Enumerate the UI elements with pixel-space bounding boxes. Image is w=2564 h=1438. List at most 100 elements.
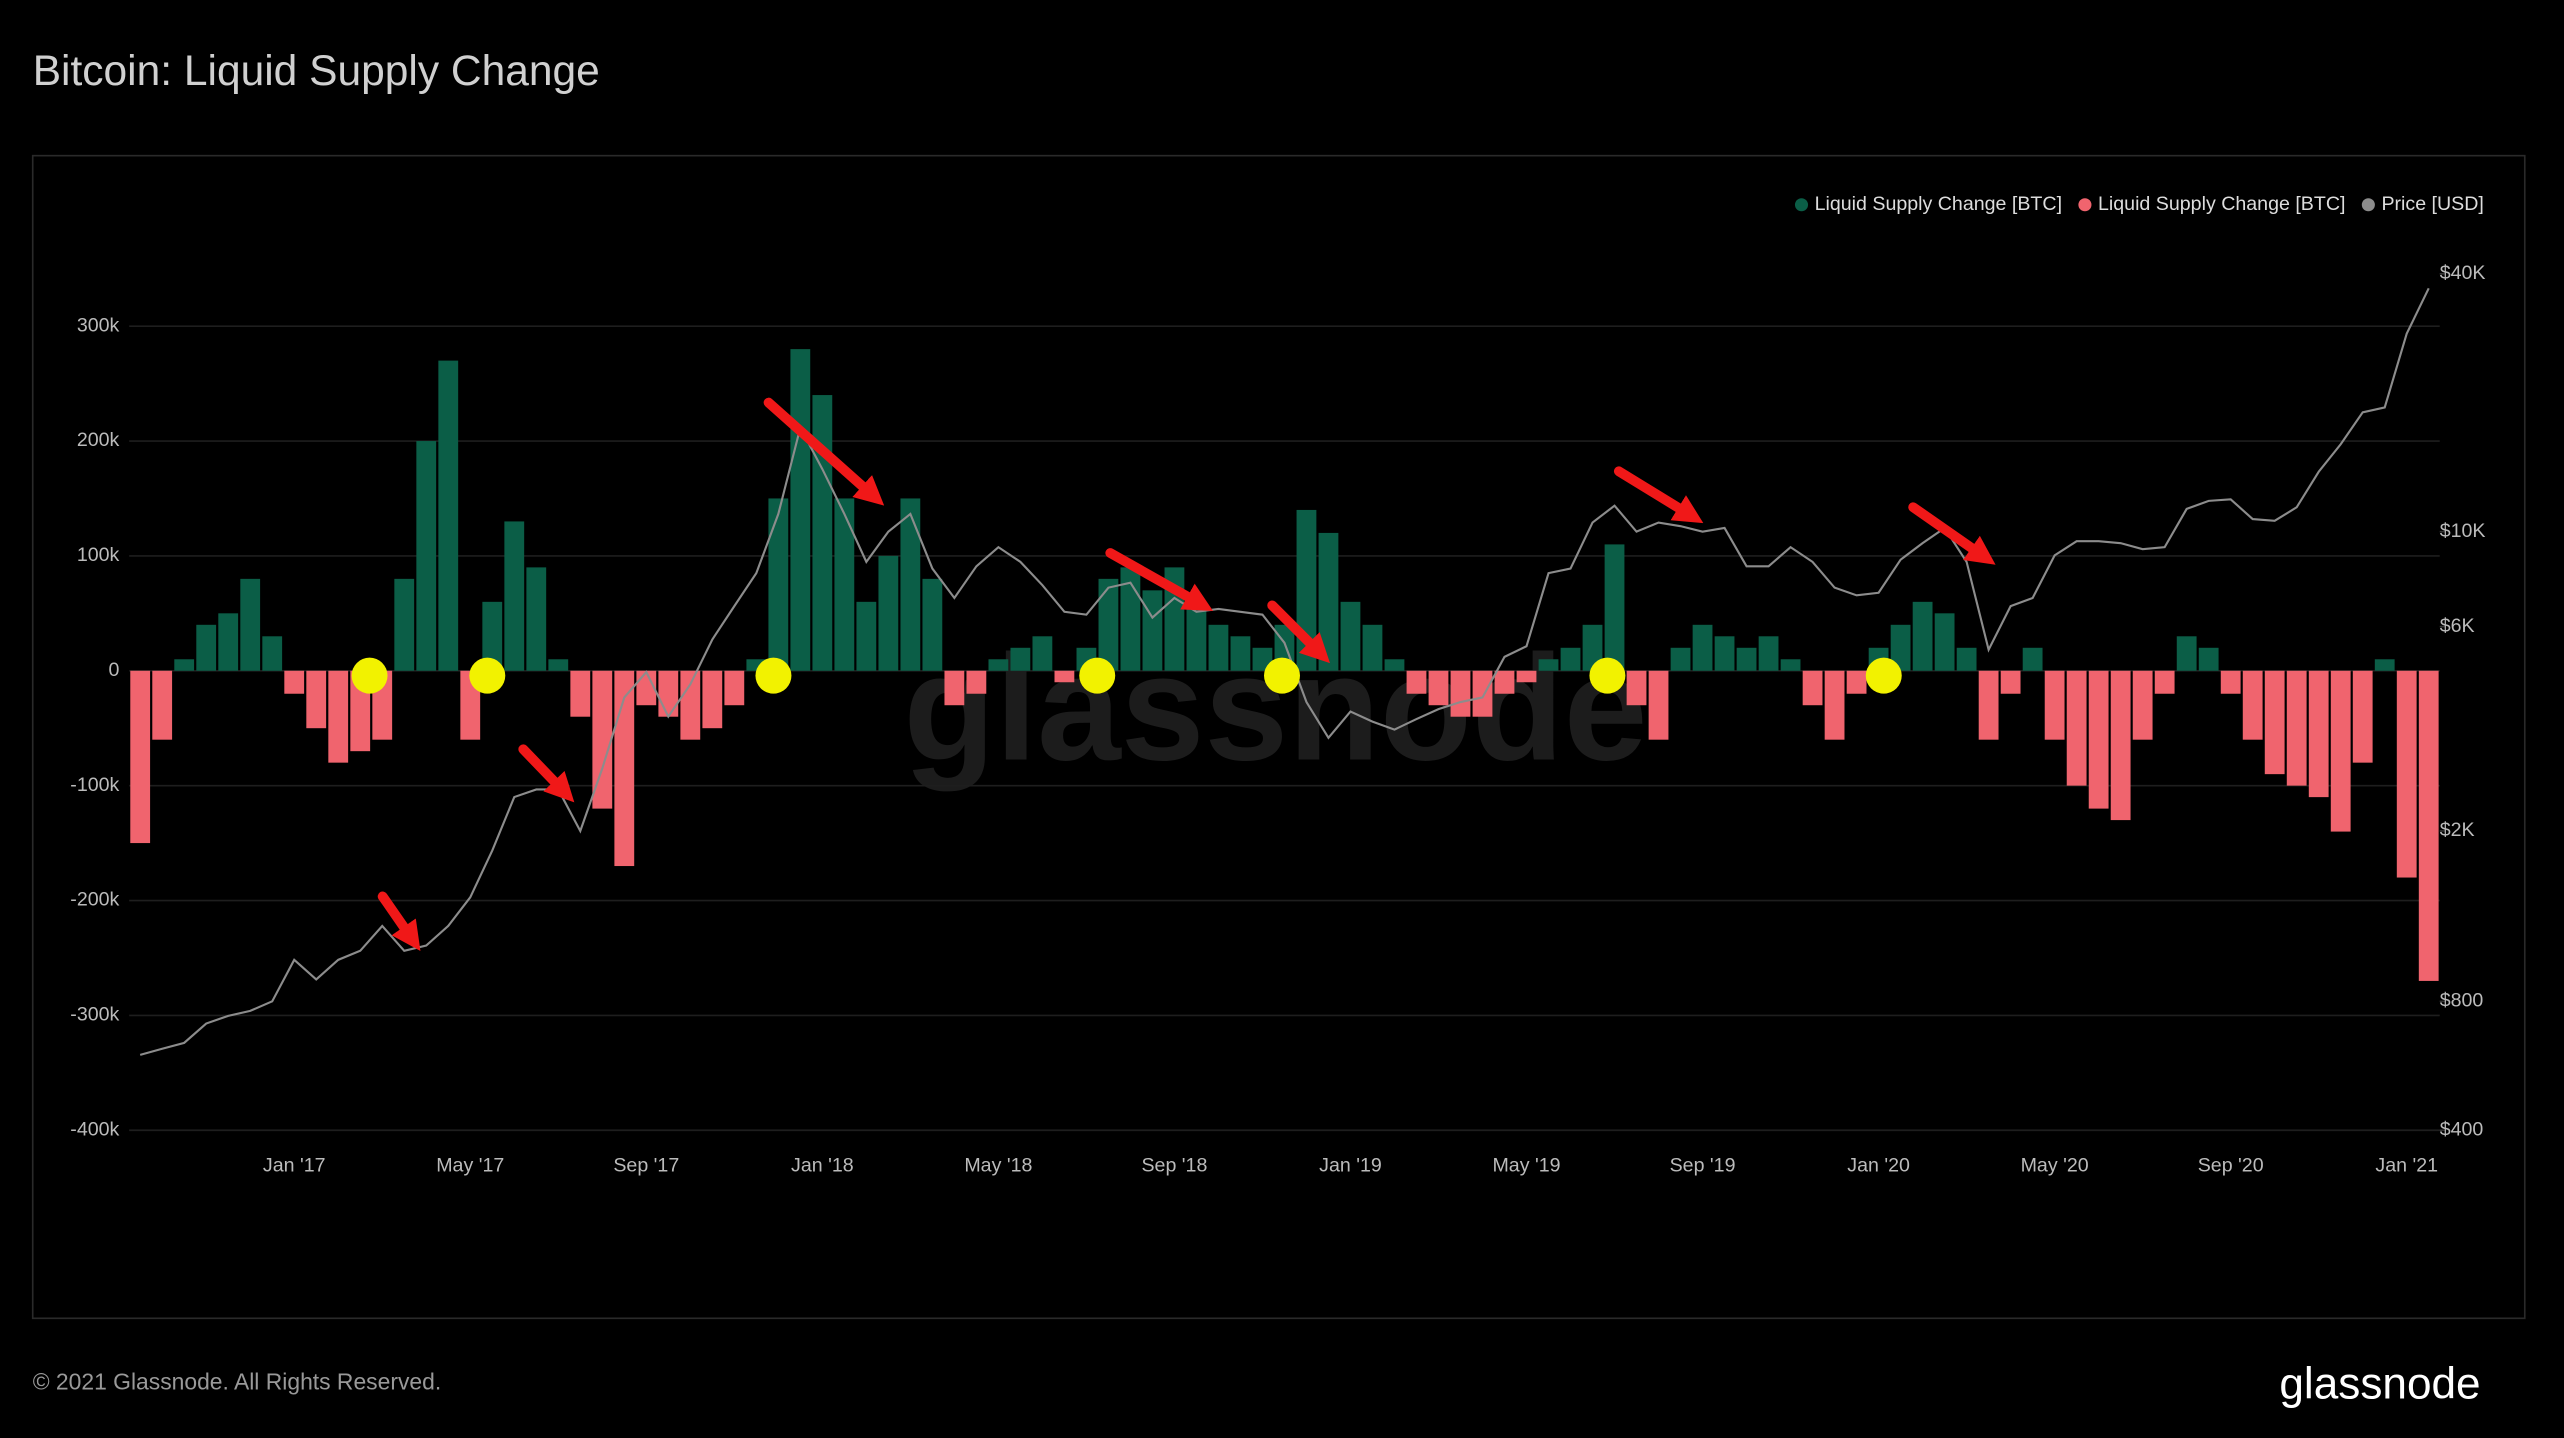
- bar: [2264, 670, 2285, 775]
- y-tick-label: -100k: [70, 774, 119, 796]
- y-tick-label: -200k: [70, 889, 119, 911]
- bar: [196, 624, 217, 671]
- bar: [1538, 659, 1559, 671]
- red-arrow: [1105, 548, 1214, 611]
- legend-swatch: [2361, 198, 2375, 212]
- frame: [31, 154, 2526, 1320]
- bar: [878, 555, 899, 671]
- bar: [2220, 670, 2241, 694]
- y2-tick-label: $2K: [2440, 819, 2475, 841]
- bar: [856, 601, 877, 671]
- footer: © 2021 Glassnode. All Rights Reserved.: [33, 1369, 442, 1395]
- bar: [2000, 670, 2021, 694]
- bar: [174, 659, 195, 671]
- x-tick-label: May '19: [1492, 1154, 1560, 1176]
- bar: [2242, 670, 2263, 740]
- bar: [1340, 601, 1361, 671]
- bar: [1912, 601, 1933, 671]
- bar: [262, 636, 283, 671]
- bar: [2110, 670, 2131, 821]
- bar: [1890, 624, 1911, 671]
- bar: [1802, 670, 1823, 706]
- bar: [680, 670, 701, 740]
- bar: [1516, 670, 1537, 683]
- bar: [2330, 670, 2351, 832]
- bar: [1494, 670, 1515, 694]
- bar: [922, 578, 943, 671]
- bar: [1010, 647, 1031, 671]
- bar: [328, 670, 349, 763]
- y-tick-label: -400k: [70, 1118, 119, 1140]
- bar: [1758, 636, 1779, 671]
- x-tick-label: May '20: [2021, 1154, 2089, 1176]
- bar: [2396, 670, 2417, 878]
- bar: [1714, 636, 1735, 671]
- yellow-dot: [351, 657, 388, 694]
- x-tick-label: Jan '18: [791, 1154, 854, 1176]
- bar: [592, 670, 613, 809]
- bar: [790, 349, 811, 671]
- y2-tick-label: $400: [2440, 1118, 2484, 1140]
- bar: [1252, 647, 1273, 671]
- bar: [724, 670, 745, 706]
- bar: [570, 670, 591, 717]
- x-tick-label: Sep '20: [2198, 1154, 2264, 1176]
- y-tick-label: 200k: [77, 429, 120, 451]
- bar: [2132, 670, 2153, 740]
- yellow-dot: [755, 657, 792, 694]
- bar: [2418, 670, 2439, 981]
- legend-label: Price [USD]: [2381, 193, 2483, 215]
- bar: [1824, 670, 1845, 740]
- bar: [2286, 670, 2307, 786]
- bar: [1450, 670, 1471, 717]
- bar: [1956, 647, 1977, 671]
- bar: [504, 521, 525, 671]
- x-tick-label: Sep '19: [1670, 1154, 1736, 1176]
- bar: [768, 498, 789, 671]
- bar: [1142, 590, 1163, 671]
- yellow-dot: [1589, 657, 1626, 694]
- legend-label: Liquid Supply Change [BTC]: [1815, 193, 2062, 215]
- bar: [1384, 659, 1405, 671]
- bar: [2066, 670, 2087, 786]
- legend-swatch: [1794, 198, 1809, 212]
- red-arrow: [518, 744, 575, 803]
- y-tick-label: 100k: [77, 544, 120, 566]
- bar: [702, 670, 723, 729]
- bar: [1120, 567, 1141, 671]
- x-tick-label: Jan '21: [2375, 1154, 2438, 1176]
- annotations: [351, 397, 1996, 952]
- bar: [2352, 670, 2373, 763]
- red-arrow: [763, 397, 885, 506]
- bar: [438, 360, 459, 671]
- x-tick-label: May '18: [964, 1154, 1032, 1176]
- yellow-dot: [469, 657, 506, 694]
- bar: [2044, 670, 2065, 740]
- y-tick-label: 300k: [77, 314, 120, 336]
- bar: [1736, 647, 1757, 671]
- bar: [1230, 636, 1251, 671]
- bar: [1472, 670, 1493, 717]
- bar: [900, 498, 921, 671]
- y2-tick-label: $40K: [2440, 262, 2486, 284]
- bar: [218, 613, 239, 671]
- y2-tick-label: $6K: [2440, 615, 2475, 637]
- bar: [1032, 636, 1053, 671]
- bar: [482, 601, 503, 671]
- y2-tick-label: $10K: [2440, 520, 2486, 542]
- bar: [548, 659, 569, 671]
- bar: [526, 567, 547, 671]
- red-arrow: [1908, 502, 1996, 565]
- y-tick-label: -300k: [70, 1004, 119, 1026]
- y-tick-label: 0: [108, 659, 119, 681]
- bar: [614, 670, 635, 867]
- legend-label: Liquid Supply Change [BTC]: [2098, 193, 2345, 215]
- bar: [130, 670, 151, 844]
- bar: [988, 659, 1009, 671]
- bar: [1362, 624, 1383, 671]
- x-tick-label: Sep '18: [1141, 1154, 1207, 1176]
- bar: [1626, 670, 1647, 706]
- x-tick-label: Jan '19: [1319, 1154, 1382, 1176]
